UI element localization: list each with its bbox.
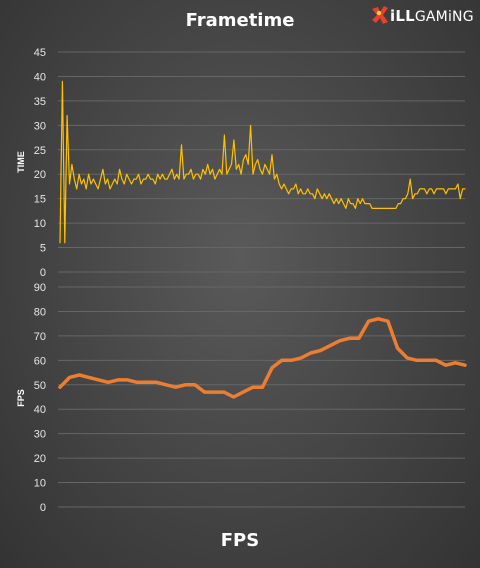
frametime-chart: 0 5 10 15 20 25 30 35 40 45 TIME bbox=[16, 47, 466, 279]
frametime-y-tick-label: 45 bbox=[34, 47, 46, 59]
frametime-y-tick-label: 15 bbox=[34, 194, 46, 206]
frametime-y-tick-label: 30 bbox=[34, 120, 46, 132]
frametime-y-tick-label: 35 bbox=[34, 96, 46, 108]
chart-title: Frametime bbox=[185, 10, 295, 31]
logo-suffix: GAMiNG bbox=[414, 9, 474, 25]
ill-gaming-logo: iLLGAMiNG bbox=[370, 4, 476, 26]
fps-y-tick-label: 60 bbox=[34, 355, 46, 367]
fps-y-tick-label: 20 bbox=[34, 453, 46, 465]
fps-y-tick-label: 50 bbox=[34, 380, 46, 392]
logo-prefix: iLL bbox=[390, 7, 415, 25]
frametime-y-tick-label: 5 bbox=[40, 243, 46, 255]
frametime-y-tick-label: 25 bbox=[34, 145, 46, 157]
fps-chart: 0 10 20 30 40 50 60 70 80 90 FPS bbox=[16, 282, 467, 514]
frametime-series-line bbox=[59, 80, 466, 244]
fps-y-axis-label: FPS bbox=[16, 389, 26, 407]
x-mascot-icon bbox=[372, 6, 388, 24]
logo-wordmark: iLLGAMiNG bbox=[390, 7, 474, 25]
frametime-y-tick-label: 40 bbox=[34, 71, 46, 83]
fps-y-tick-label: 10 bbox=[34, 478, 46, 490]
fps-y-tick-label: 80 bbox=[34, 306, 46, 318]
fps-y-tick-label: 40 bbox=[34, 404, 46, 416]
fps-y-tick-label: 30 bbox=[34, 429, 46, 441]
fps-chart-title: FPS bbox=[220, 530, 260, 551]
frametime-y-axis-label: TIME bbox=[16, 151, 26, 173]
fps-y-tick-label: 70 bbox=[34, 331, 46, 343]
fps-y-tick-label: 0 bbox=[40, 502, 46, 514]
frametime-y-tick-label: 10 bbox=[34, 218, 46, 230]
frametime-y-tick-label: 0 bbox=[40, 267, 46, 279]
fps-y-tick-label: 90 bbox=[34, 282, 46, 294]
fps-series-line bbox=[58, 317, 467, 399]
frametime-y-tick-label: 20 bbox=[34, 169, 46, 181]
